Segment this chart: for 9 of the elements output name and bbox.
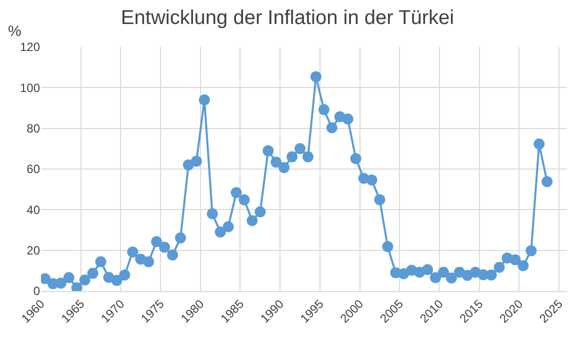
y-tick-label: 40 xyxy=(26,202,40,217)
y-tick-label: 120 xyxy=(20,40,40,54)
y-tick-label: 100 xyxy=(20,80,40,95)
y-tick-label: 0 xyxy=(33,284,40,298)
chart-title: Entwicklung der Inflation in der Türkei xyxy=(120,7,454,30)
y-tick-label: 80 xyxy=(26,122,40,136)
y-tick-label: 20 xyxy=(26,244,40,258)
y-tick-label: 60 xyxy=(26,162,40,176)
y-axis-title: % xyxy=(8,23,22,40)
